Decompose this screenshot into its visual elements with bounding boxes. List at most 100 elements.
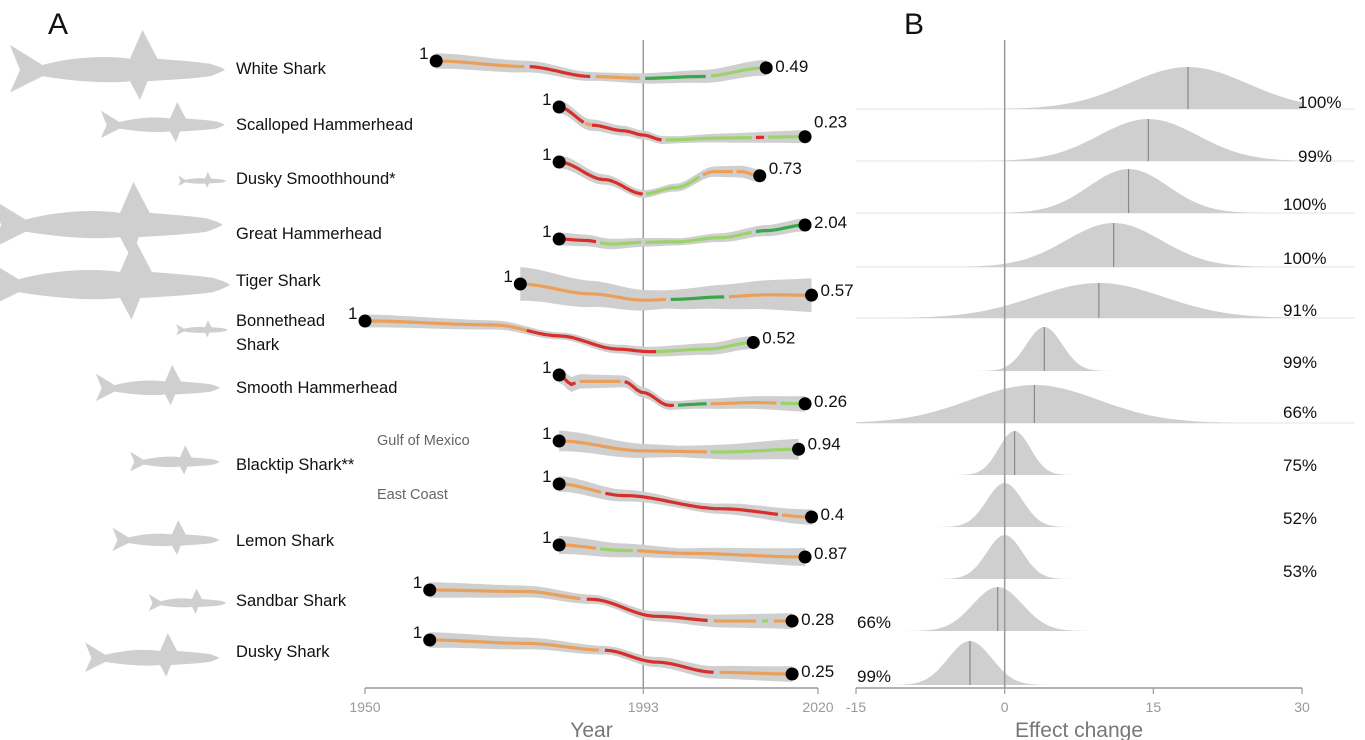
- species-label: Sandbar Shark: [236, 592, 347, 610]
- trend-series: 10.73: [542, 145, 802, 198]
- confidence-ribbon: [559, 218, 806, 250]
- region-label: Gulf of Mexico: [377, 433, 470, 449]
- probability-label: 99%: [1283, 353, 1317, 372]
- x-tick-label-a: 1993: [628, 699, 659, 715]
- start-value-label: 1: [348, 304, 357, 323]
- end-value-label: 0.4: [821, 505, 845, 524]
- end-point: [798, 397, 812, 411]
- trend-segment: [636, 549, 806, 559]
- density-curve: 99%: [857, 641, 1062, 686]
- end-point: [805, 288, 819, 302]
- species-label: Great Hammerhead: [236, 225, 382, 243]
- trend-segment: [710, 66, 767, 78]
- density-area: [856, 385, 1302, 423]
- start-point: [552, 232, 566, 246]
- probability-label: 66%: [1283, 403, 1317, 422]
- start-point: [513, 277, 527, 291]
- end-point: [798, 550, 812, 564]
- trend-segment: [520, 282, 666, 302]
- end-value-label: 0.52: [762, 328, 795, 347]
- end-value-label: 0.49: [775, 57, 808, 76]
- trend-series: 10.25: [413, 623, 834, 682]
- end-value-label: 0.87: [814, 544, 847, 563]
- confidence-ribbon: [559, 100, 806, 144]
- panel-b: 100% 99% 100% 100% 91% 99% 66% 75% 52% 53% 66% 99% -…: [846, 40, 1355, 740]
- density-area: [940, 119, 1302, 161]
- density-curve: 100%: [938, 67, 1341, 112]
- probability-label: 53%: [1283, 562, 1317, 581]
- start-point: [552, 477, 566, 491]
- trend-segment: [429, 588, 581, 601]
- confidence-ribbon: [559, 535, 806, 567]
- confidence-ribbon: [559, 476, 812, 525]
- trend-series: 10.49: [419, 44, 808, 84]
- density-curve: 100%: [962, 169, 1326, 214]
- end-point: [746, 335, 760, 349]
- trend-segment: [605, 491, 779, 516]
- trend-segment: [604, 648, 714, 674]
- x-tick-label-a: 1950: [349, 699, 380, 715]
- trend-segment: [702, 170, 733, 177]
- species-label: Shark: [236, 336, 280, 354]
- end-value-label: 0.73: [769, 159, 802, 178]
- species-labels: White Shark Scalloped Hammerhead Dusky Smo…: [236, 60, 470, 661]
- density-curve: 99%: [940, 119, 1332, 166]
- start-value-label: 1: [542, 145, 551, 164]
- probability-label: 100%: [1283, 195, 1326, 214]
- species-label: Bonnethead: [236, 312, 325, 330]
- end-value-label: 0.25: [801, 662, 834, 681]
- probability-label: 75%: [1283, 456, 1317, 475]
- x-tick-label-a: 2020: [802, 699, 833, 715]
- start-point: [552, 368, 566, 382]
- density-curve: 75%: [948, 431, 1317, 475]
- density-area: [856, 283, 1302, 318]
- density-curve: 91%: [856, 283, 1317, 320]
- panel-letter-b: B: [904, 8, 924, 41]
- trend-segment: [558, 160, 643, 196]
- species-label: Dusky Shark: [236, 643, 330, 661]
- trend-segment: [645, 175, 701, 196]
- start-value-label: 1: [419, 44, 428, 63]
- trend-segment: [365, 319, 528, 332]
- start-value-label: 1: [542, 424, 551, 443]
- start-point: [358, 314, 372, 328]
- start-point: [429, 54, 443, 68]
- trend-segment: [665, 136, 752, 142]
- shark-silhouette: [85, 633, 220, 677]
- trend-segment: [429, 638, 599, 652]
- start-point: [423, 633, 437, 647]
- probability-label: 99%: [1298, 147, 1332, 166]
- trend-segment: [591, 123, 662, 142]
- density-curve: 66%: [856, 385, 1317, 423]
- start-value-label: 1: [413, 623, 422, 642]
- trend-series: 10.52: [348, 304, 795, 357]
- trend-series: 10.26: [542, 358, 847, 412]
- start-point: [552, 538, 566, 552]
- confidence-ribbon: [559, 367, 806, 412]
- trend-segment: [599, 240, 642, 246]
- species-label: Lemon Shark: [236, 532, 335, 550]
- start-point: [552, 434, 566, 448]
- end-point: [785, 667, 799, 681]
- species-label: Tiger Shark: [236, 272, 321, 290]
- trend-segment: [624, 380, 674, 407]
- end-point: [805, 510, 819, 524]
- trend-segment: [559, 482, 602, 494]
- panel-letter-a: A: [48, 8, 68, 41]
- density-curve: 66%: [857, 587, 1102, 632]
- trend-segment: [656, 340, 754, 354]
- trend-segment: [599, 547, 633, 553]
- trend-series: 10.23: [542, 90, 847, 144]
- trend-segment: [710, 400, 777, 406]
- end-point: [759, 61, 773, 75]
- end-value-label: 0.57: [821, 281, 854, 300]
- end-point: [785, 614, 799, 628]
- trend-segment: [529, 65, 591, 79]
- density-curve: 100%: [913, 223, 1326, 268]
- shark-silhouette: [95, 364, 220, 406]
- density-curve: 53%: [929, 535, 1317, 581]
- x-tick-label-b: -15: [846, 699, 866, 715]
- density-curve: 52%: [929, 483, 1317, 528]
